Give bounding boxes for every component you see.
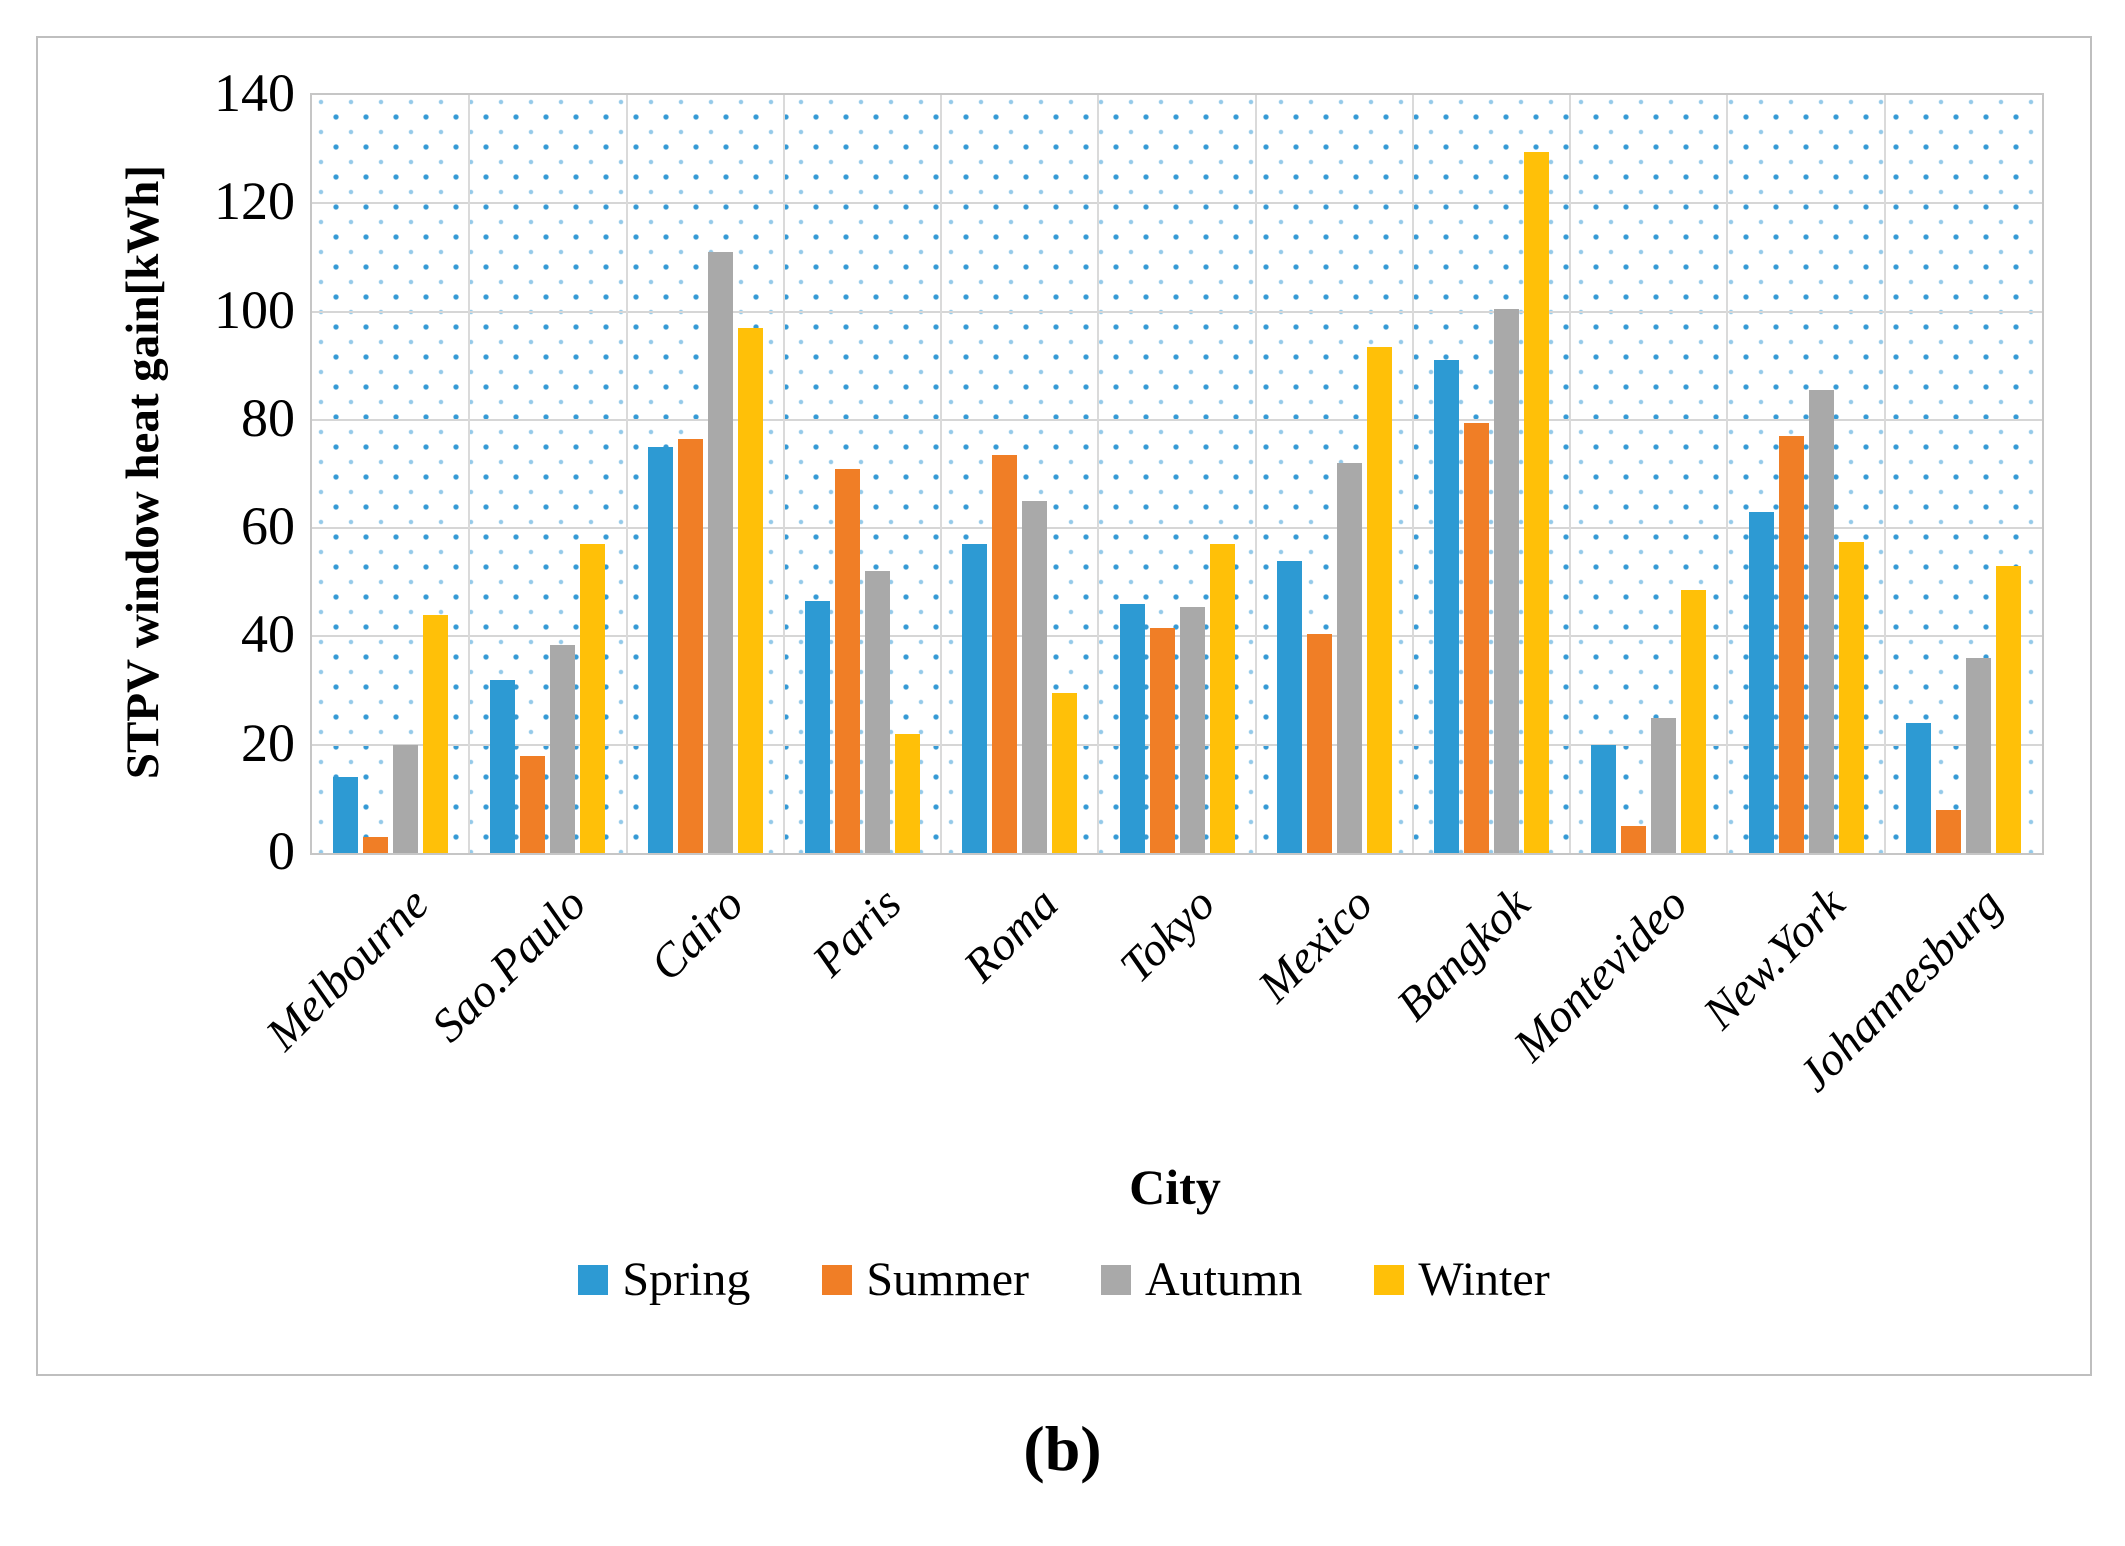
x-category-label: Cairo xyxy=(640,877,754,991)
bar-autumn-melbourne xyxy=(393,744,419,853)
horizontal-gridline xyxy=(312,418,2042,421)
x-category-label: Mexico xyxy=(1248,877,1383,1013)
figure-border-box: STPV window heat gain[kWh] 0 20 40 60 80 100 1… xyxy=(36,36,2092,1376)
vertical-gridline xyxy=(1097,95,1100,853)
bar-spring-cairo xyxy=(647,446,673,853)
bar-winter-montevideo xyxy=(1681,590,1707,853)
vertical-gridline xyxy=(1726,95,1729,853)
bar-summer-new.york xyxy=(1778,436,1804,853)
bar-spring-johannesburg xyxy=(1905,723,1931,853)
bar-winter-paris xyxy=(894,733,920,853)
bar-spring-new.york xyxy=(1748,511,1774,853)
legend-swatch-icon xyxy=(578,1265,609,1295)
vertical-gridline xyxy=(1254,95,1257,853)
bar-summer-melbourne xyxy=(363,836,389,853)
y-tick-label: 140 xyxy=(214,63,295,123)
vertical-gridline xyxy=(1569,95,1572,853)
bar-summer-mexico xyxy=(1306,633,1332,853)
bar-spring-paris xyxy=(804,601,830,853)
bar-autumn-tokyo xyxy=(1179,606,1205,853)
legend-item-winter: Winter xyxy=(1374,1253,1550,1306)
legend-item-summer: Summer xyxy=(822,1256,1029,1304)
x-axis-title: City xyxy=(1129,1159,1221,1215)
legend-swatch-icon xyxy=(1374,1265,1405,1295)
bar-autumn-bangkok xyxy=(1494,308,1520,853)
bar-autumn-johannesburg xyxy=(1965,658,1991,853)
bar-summer-sao.paulo xyxy=(520,755,546,853)
bar-spring-melbourne xyxy=(333,777,359,853)
vertical-gridline xyxy=(1411,95,1414,853)
plot-area xyxy=(310,93,2044,855)
bar-winter-new.york xyxy=(1838,541,1864,853)
bar-spring-tokyo xyxy=(1119,603,1145,853)
bar-autumn-mexico xyxy=(1336,463,1362,853)
bar-summer-montevideo xyxy=(1621,825,1647,853)
bar-summer-bangkok xyxy=(1464,422,1490,853)
bar-summer-johannesburg xyxy=(1935,809,1961,853)
y-tick-label: 40 xyxy=(241,604,295,665)
bar-spring-roma xyxy=(962,544,988,853)
y-tick-label: 60 xyxy=(241,496,295,557)
x-category-label: Tokyo xyxy=(1110,877,1226,993)
x-category-label: Roma xyxy=(954,877,1069,993)
bar-summer-paris xyxy=(834,468,860,853)
y-axis-title: STPV window heat gain[kWh] xyxy=(117,164,169,780)
vertical-gridline xyxy=(940,95,943,853)
bar-autumn-paris xyxy=(864,571,890,853)
bar-winter-melbourne xyxy=(423,614,449,853)
bar-spring-mexico xyxy=(1276,560,1302,853)
y-tick-label: 20 xyxy=(241,712,295,773)
bar-winter-mexico xyxy=(1366,346,1392,853)
legend-label: Summer xyxy=(866,1253,1029,1306)
bar-summer-cairo xyxy=(677,438,703,853)
horizontal-gridline xyxy=(312,527,2042,530)
legend-item-spring: Spring xyxy=(578,1256,750,1304)
y-tick-label: 120 xyxy=(214,171,295,232)
figure-caption: (b) xyxy=(1023,1413,1102,1484)
x-category-label: Bangkok xyxy=(1387,877,1541,1031)
bar-autumn-cairo xyxy=(707,252,733,853)
x-category-label: Melbourne xyxy=(256,877,440,1061)
legend-label: Autumn xyxy=(1144,1253,1303,1306)
legend-label: Winter xyxy=(1418,1253,1550,1306)
bar-spring-bangkok xyxy=(1434,360,1460,853)
x-category-label: Paris xyxy=(802,877,912,987)
bar-spring-montevideo xyxy=(1591,744,1617,853)
vertical-gridline xyxy=(625,95,628,853)
horizontal-gridline xyxy=(312,202,2042,205)
vertical-gridline xyxy=(1883,95,1886,853)
bar-spring-sao.paulo xyxy=(490,679,516,853)
legend-label: Spring xyxy=(622,1253,751,1306)
x-category-label: Sao.Paulo xyxy=(422,877,597,1053)
legend: Spring Summer Autumn Winter xyxy=(38,1256,2090,1304)
bar-autumn-roma xyxy=(1022,501,1048,853)
vertical-gridline xyxy=(468,95,471,853)
y-tick-label: 0 xyxy=(268,821,295,881)
bar-winter-cairo xyxy=(737,327,763,853)
legend-swatch-icon xyxy=(1100,1265,1131,1295)
bar-autumn-sao.paulo xyxy=(550,644,576,853)
vertical-gridline xyxy=(782,95,785,853)
bar-summer-tokyo xyxy=(1149,628,1175,853)
y-tick-label: 100 xyxy=(214,279,295,340)
horizontal-gridline xyxy=(312,743,2042,746)
bar-summer-roma xyxy=(992,455,1018,853)
legend-item-autumn: Autumn xyxy=(1100,1253,1303,1306)
horizontal-gridline xyxy=(312,310,2042,313)
bar-winter-johannesburg xyxy=(1995,566,2021,853)
bar-winter-roma xyxy=(1052,693,1078,853)
y-tick-label: 80 xyxy=(241,387,295,448)
bar-autumn-new.york xyxy=(1808,390,1834,853)
bar-winter-sao.paulo xyxy=(580,544,606,853)
x-category-label: New.York xyxy=(1693,877,1855,1040)
bar-autumn-montevideo xyxy=(1651,717,1677,853)
legend-swatch-icon xyxy=(822,1265,853,1295)
horizontal-gridline xyxy=(312,635,2042,638)
bar-winter-bangkok xyxy=(1524,151,1550,853)
bar-winter-tokyo xyxy=(1209,544,1235,853)
